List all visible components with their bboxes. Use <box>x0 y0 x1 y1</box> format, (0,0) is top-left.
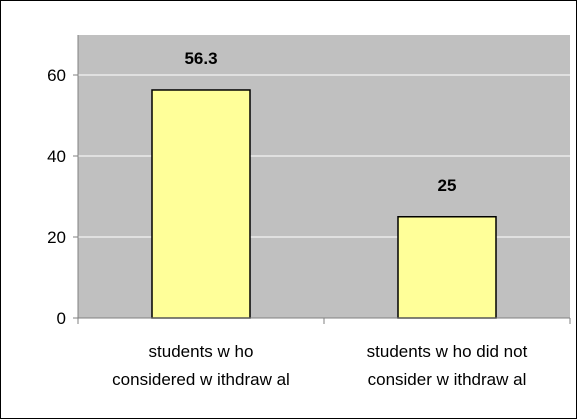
category-label-0-line-1: considered w ithdraw al <box>112 370 290 389</box>
y-tick-label-0: 0 <box>57 309 66 328</box>
category-label-0-line-0: students w ho <box>149 342 254 361</box>
data-label-0: 56.3 <box>184 49 217 68</box>
category-label-1-line-0: students w ho did not <box>367 342 528 361</box>
data-label-1: 25 <box>438 176 457 195</box>
bar-1 <box>397 216 497 319</box>
y-tick-label-40: 40 <box>47 147 66 166</box>
category-label-1-line-1: consider w ithdraw al <box>368 370 527 389</box>
y-tick-label-60: 60 <box>47 66 66 85</box>
bars <box>151 89 497 319</box>
category-label-1: students w ho did not consider w ithdraw … <box>367 342 528 389</box>
data-labels: 56.3 25 <box>184 49 456 195</box>
category-labels: students w ho considered w ithdraw alstud… <box>112 342 527 389</box>
bar-0 <box>151 89 251 319</box>
y-ticks: 0 20 40 60 <box>47 66 78 328</box>
y-tick-label-20: 20 <box>47 228 66 247</box>
category-label-0: students w ho considered w ithdraw al <box>112 342 290 389</box>
x-ticks <box>77 318 571 324</box>
